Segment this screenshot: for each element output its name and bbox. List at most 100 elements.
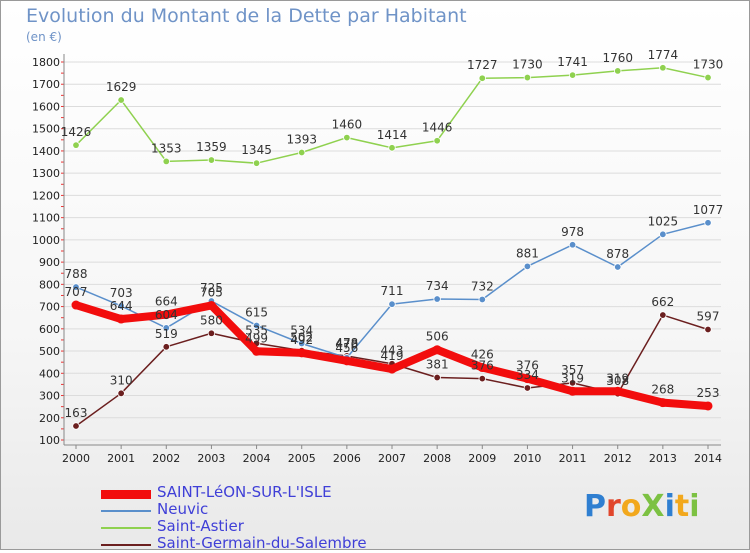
data-point [659,64,667,72]
data-label: 253 [697,386,720,400]
data-label: 597 [697,309,720,323]
data-point [568,386,578,396]
logo-letter: o [620,489,642,524]
data-label: 604 [155,308,178,322]
y-tick-label: 1000 [32,234,60,247]
data-label: 1730 [512,58,543,72]
data-point [161,310,171,320]
data-label: 478 [335,336,358,350]
data-label: 1741 [557,55,588,69]
y-tick-label: 300 [39,390,60,403]
data-label: 456 [335,341,358,355]
data-point [206,300,216,310]
x-tick-label: 2001 [107,452,135,465]
y-tick-label: 1800 [32,56,60,69]
data-label: 319 [561,371,584,385]
data-point [659,230,667,239]
data-point [523,262,532,271]
data-point [162,157,170,166]
data-point [522,374,532,384]
data-point [614,263,622,271]
data-point [297,348,307,358]
data-point [478,374,486,383]
data-label: 443 [381,344,404,358]
legend-swatch [101,510,151,512]
data-label: 703 [110,286,133,300]
data-label: 1353 [151,141,182,155]
legend-label: Neuvic [157,500,209,518]
data-point [207,329,216,337]
data-point [478,295,486,304]
data-label: 308 [606,374,629,388]
y-tick-label: 1200 [32,189,60,202]
y-tick-label: 1400 [32,145,60,158]
data-point [433,137,441,145]
data-point [298,148,306,157]
x-tick-label: 2000 [62,452,90,465]
x-tick-label: 2006 [333,452,361,465]
x-tick-label: 2004 [243,452,271,465]
data-label: 1629 [106,80,137,94]
data-label: 732 [471,279,494,293]
data-point [704,325,712,334]
x-tick-label: 2010 [513,452,541,465]
data-point [72,283,80,291]
grid [64,61,721,441]
x-tick-label: 2003 [197,452,225,465]
data-label: 376 [471,359,494,373]
series-lines [71,64,713,430]
y-tick-label: 500 [39,345,60,358]
data-label: 615 [245,305,268,319]
data-point [162,343,170,351]
data-label: 1460 [332,118,363,132]
data-point [388,300,396,308]
data-label: 580 [200,313,223,327]
logo-letter: X [641,489,665,524]
logo-letter: i [664,489,675,524]
x-tick-label: 2013 [649,452,677,465]
data-label: 788 [65,267,88,281]
data-point [568,241,577,249]
data-point [343,133,351,142]
data-point [72,422,80,430]
data-point [298,339,306,348]
data-label: 506 [426,330,449,344]
data-point [478,74,486,82]
data-label: 1730 [693,58,724,72]
data-label: 470 [335,338,358,352]
axes: 100 200 300 400 500 600 700 800 900 1000 1100 1200 1… [32,54,722,465]
x-tick-label: 2002 [152,452,180,465]
data-point [207,156,216,164]
data-label: 1774 [648,48,679,62]
data-point [433,373,441,382]
x-tick-label: 2009 [468,452,496,465]
data-label: 357 [561,363,584,377]
data-point [703,401,713,411]
data-label: 310 [110,373,133,387]
x-tick-label: 2005 [288,452,316,465]
data-point [658,398,668,408]
data-point [71,300,81,310]
data-point [523,73,532,82]
y-tick-label: 100 [39,434,60,447]
data-label: 662 [651,295,674,309]
y-tick-label: 1500 [32,123,60,136]
data-label: 734 [426,279,449,293]
data-label: 725 [200,281,223,295]
legend-label: Saint-Astier [157,517,244,535]
data-label: 1025 [648,214,679,228]
data-label: 705 [200,285,223,299]
data-label: 1414 [377,128,408,142]
logo-letter: P [584,489,606,524]
data-label: 978 [561,225,584,239]
data-label: 881 [516,246,539,260]
data-label: 535 [245,323,268,337]
data-label: 319 [606,371,629,385]
y-tick-label: 200 [39,412,60,425]
data-point [477,363,487,373]
data-point [342,356,352,366]
data-label: 534 [290,323,313,337]
